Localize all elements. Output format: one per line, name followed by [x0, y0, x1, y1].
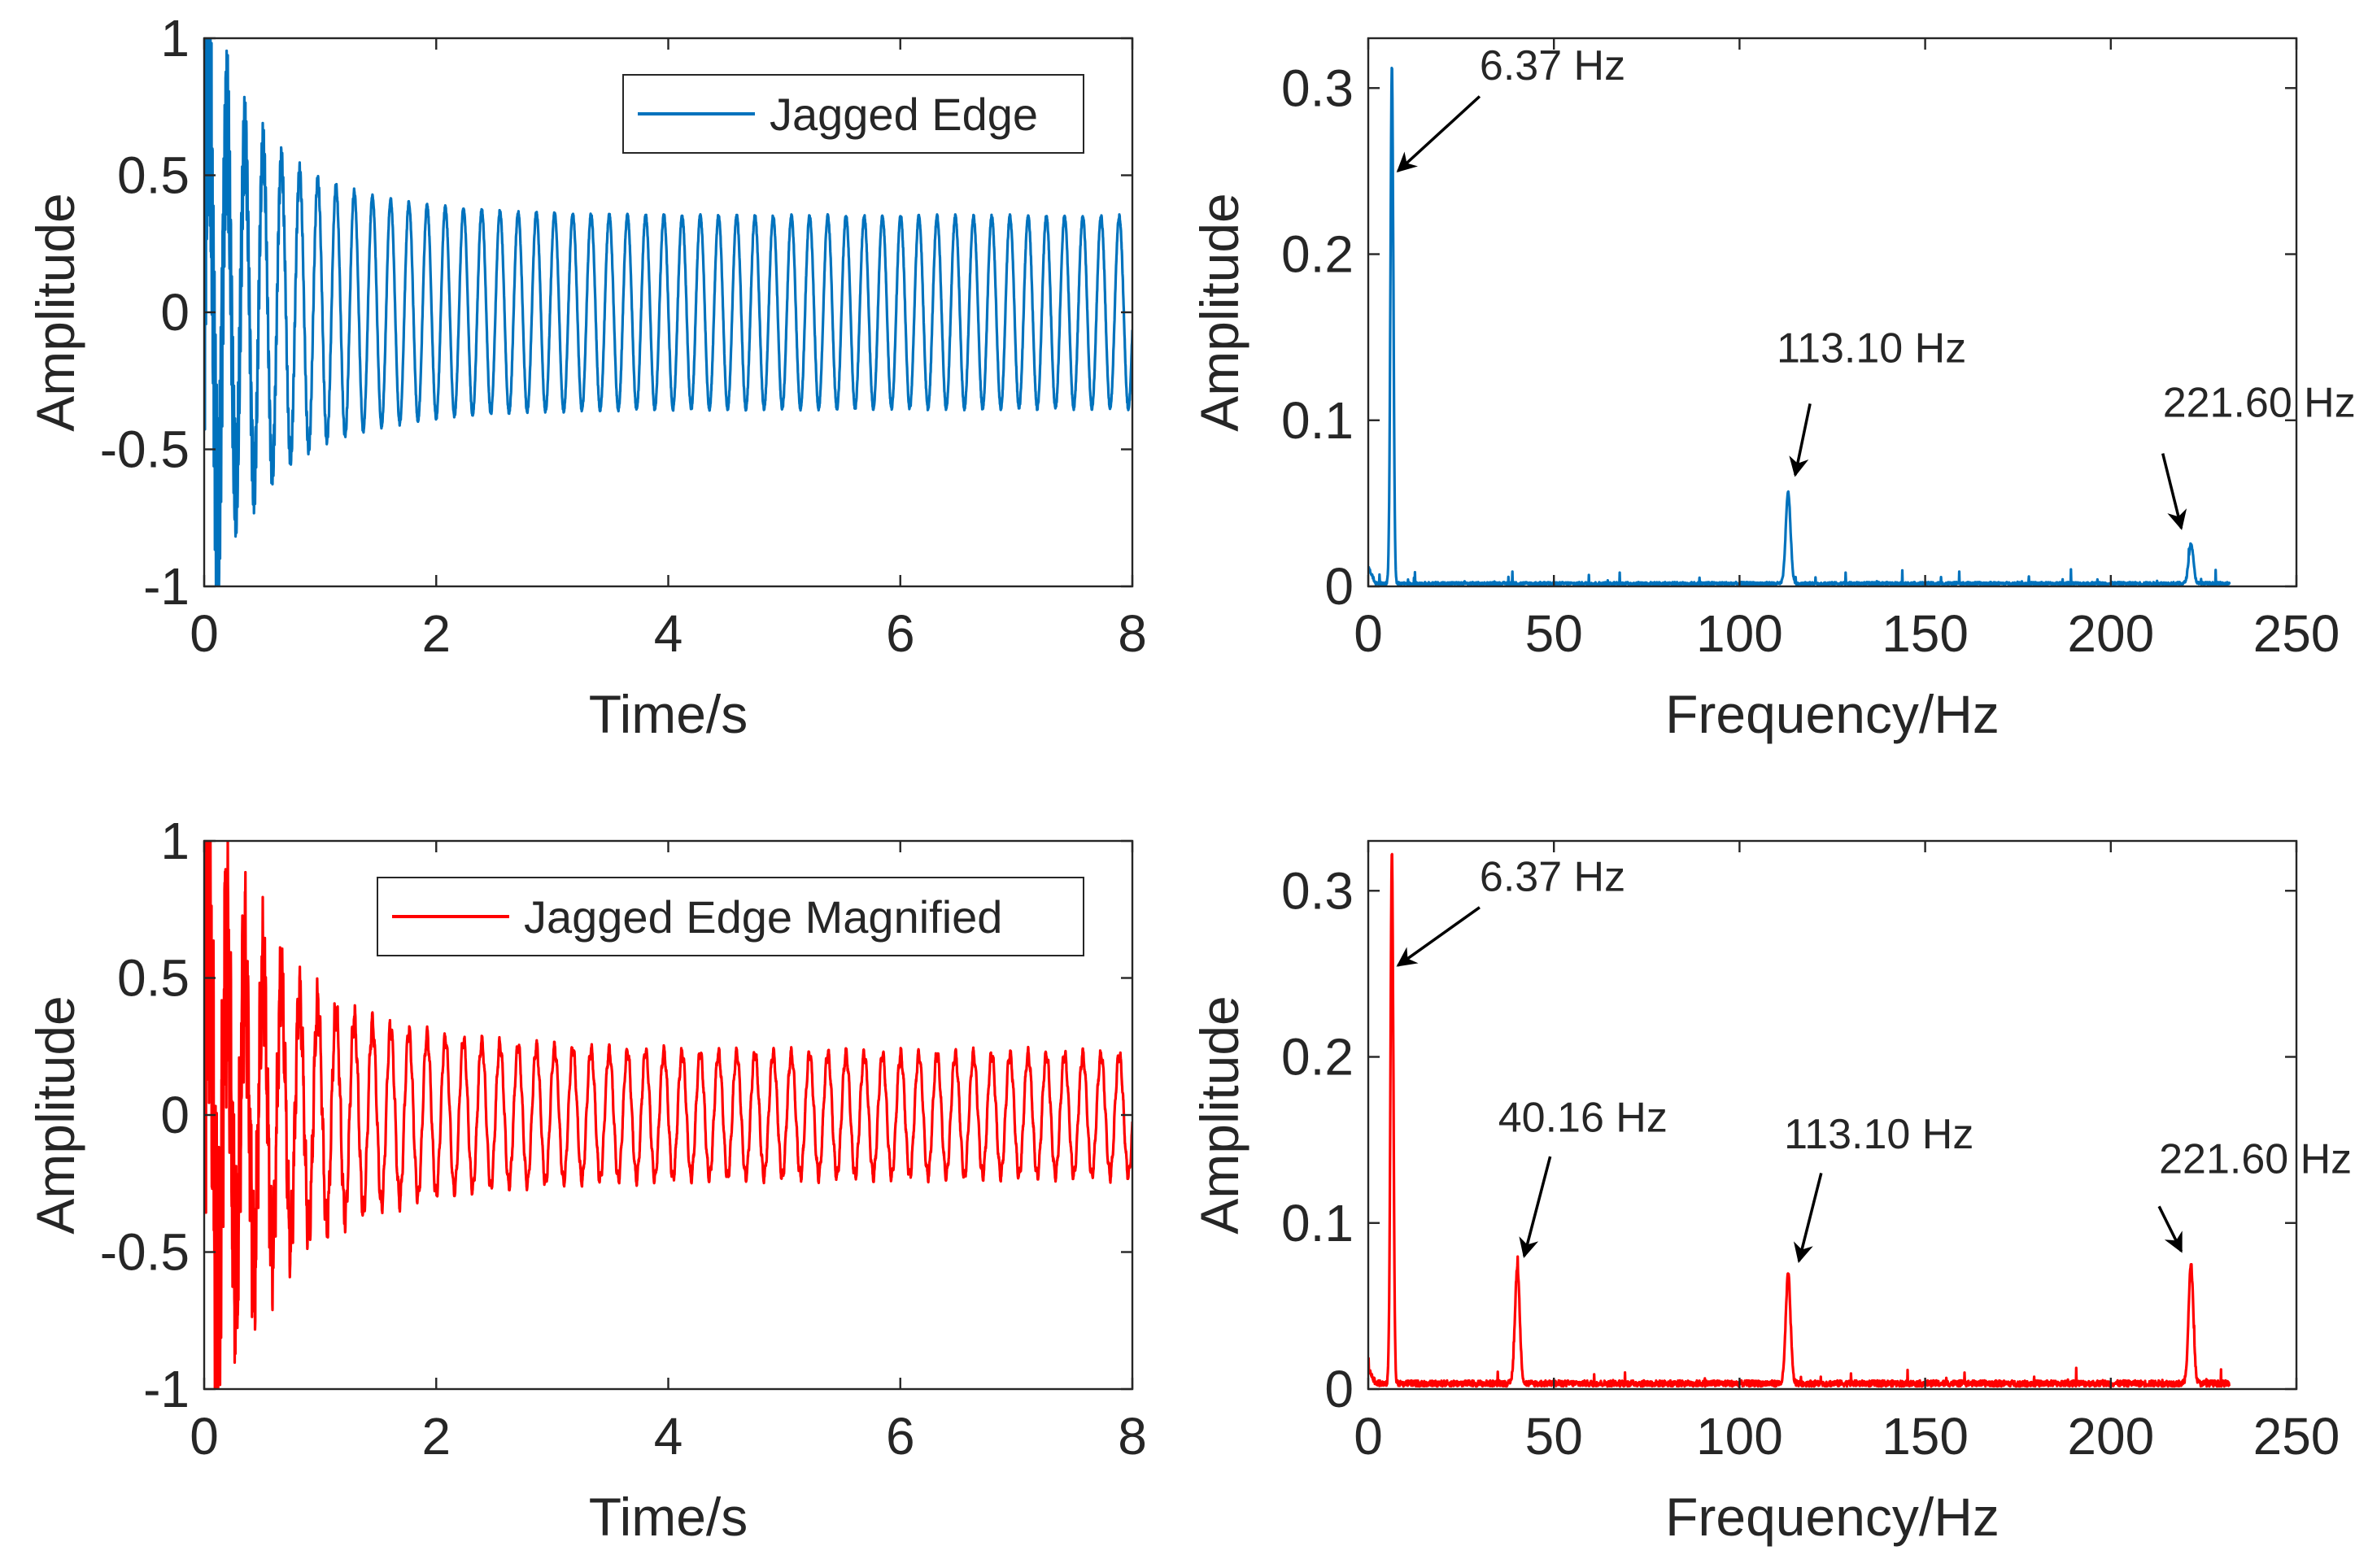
x-tick-label: 0: [1354, 604, 1383, 663]
y-axis-label: Amplitude: [25, 995, 85, 1235]
peak-arrow: [1793, 1173, 1823, 1264]
y-tick-label: 0.1: [1281, 391, 1354, 450]
x-axis-label: Time/s: [589, 1487, 748, 1547]
x-tick-label: 250: [2253, 1407, 2340, 1466]
y-tick-label: 0.5: [117, 949, 190, 1008]
x-tick-label: 50: [1525, 1407, 1583, 1466]
peak-annotation: 113.10 Hz: [1784, 1111, 1973, 1264]
x-tick-label: 0: [1354, 1407, 1383, 1466]
y-tick-label: -1: [143, 557, 190, 616]
peak-label: 113.10 Hz: [1777, 324, 1966, 372]
x-tick-label: 6: [886, 1407, 915, 1466]
x-tick-label: 200: [2067, 604, 2154, 663]
x-tick-label: 2: [421, 604, 451, 663]
x-tick-label: 4: [654, 1407, 683, 1466]
peak-label: 6.37 Hz: [1480, 42, 1625, 89]
peak-annotation: 6.37 Hz: [1396, 42, 1625, 173]
series-line-spectrum: [1368, 66, 2231, 586]
chart-time-bottom: 0 2 4 6 8 -1 -0.5 0 0.5 1 Time/s Amplitude Jagged Ed…: [25, 812, 1147, 1547]
peak-arrow: [2157, 1205, 2183, 1253]
legend: Jagged Edge: [622, 74, 1084, 154]
peak-label: 40.16 Hz: [1498, 1094, 1668, 1141]
y-tick-label: 0.5: [117, 146, 190, 205]
y-tick-label: -1: [143, 1360, 190, 1418]
y-tick-label: 0.3: [1281, 861, 1354, 920]
x-tick-label: 50: [1525, 604, 1583, 663]
peak-arrow: [1396, 906, 1481, 967]
chart-freq-bottom: 0 50 100 150 200 250 0 0.1 0.2 0.3 Frequency/Hz Amp…: [1189, 839, 2352, 1547]
peak-arrow: [1396, 95, 1481, 173]
axes-box: [1367, 37, 2298, 588]
peak-arrow: [1519, 1156, 1552, 1258]
peak-annotation: 113.10 Hz: [1777, 324, 1966, 477]
peak-label: 113.10 Hz: [1784, 1111, 1973, 1158]
x-tick-label: 2: [421, 1407, 451, 1466]
y-tick-label: 1: [160, 9, 190, 68]
series-line-spectrum: [1368, 852, 2231, 1388]
y-axis-label: Amplitude: [25, 193, 85, 432]
x-tick-label: 150: [1882, 1407, 1969, 1466]
x-tick-label: 150: [1882, 604, 1969, 663]
chart-freq-top: 0 50 100 150 200 250 0 0.1 0.2 0.3 Frequency/Hz Amp…: [1189, 37, 2355, 744]
y-tick-label: 0: [1324, 1360, 1354, 1418]
y-tick-label: 0.3: [1281, 59, 1354, 117]
y-tick-label: 0: [160, 283, 190, 342]
x-tick-label: 100: [1696, 604, 1783, 663]
chart-time-top: 0 2 4 6 8 -1 -0.5 0 0.5 1 Time/s Amplitude Jagged Ed…: [25, 9, 1147, 744]
x-axis-label: Frequency/Hz: [1665, 684, 2000, 744]
x-tick-label: 6: [886, 604, 915, 663]
peak-arrow: [1789, 403, 1812, 477]
axes-box: [1367, 839, 2298, 1391]
y-tick-label: 0.2: [1281, 1028, 1354, 1087]
series-line-jagged-edge: [204, 38, 1132, 586]
x-tick-label: 8: [1118, 604, 1147, 663]
peak-annotation: 221.60 Hz: [2157, 1135, 2352, 1253]
peak-annotation: 40.16 Hz: [1498, 1094, 1668, 1258]
x-tick-label: 0: [190, 1407, 219, 1466]
y-tick-label: 1: [160, 812, 190, 870]
x-tick-label: 100: [1696, 1407, 1783, 1466]
x-axis-label: Frequency/Hz: [1665, 1487, 2000, 1547]
y-tick-label: 0.2: [1281, 225, 1354, 284]
x-tick-label: 0: [190, 604, 219, 663]
x-tick-label: 200: [2067, 1407, 2154, 1466]
peak-arrow: [2161, 453, 2187, 530]
y-tick-label: -0.5: [100, 420, 190, 479]
y-tick-label: 0: [1324, 557, 1354, 616]
y-tick-label: -0.5: [100, 1223, 190, 1282]
x-tick-label: 250: [2253, 604, 2340, 663]
y-tick-label: 0: [160, 1086, 190, 1144]
legend-label: Jagged Edge Magnified: [524, 891, 1002, 943]
x-tick-label: 4: [654, 604, 683, 663]
legend: Jagged Edge Magnified: [377, 877, 1084, 956]
peak-annotation: 221.60 Hz: [2161, 380, 2355, 530]
peak-annotation: 6.37 Hz: [1396, 853, 1625, 967]
series-line-jagged-edge-magnified: [204, 841, 1132, 1389]
peak-label: 6.37 Hz: [1480, 853, 1625, 900]
x-axis-label: Time/s: [589, 684, 748, 744]
y-axis-label: Amplitude: [1189, 995, 1249, 1235]
peak-label: 221.60 Hz: [2159, 1135, 2352, 1183]
x-tick-label: 8: [1118, 1407, 1147, 1466]
legend-label: Jagged Edge: [770, 89, 1038, 140]
peak-label: 221.60 Hz: [2163, 380, 2355, 427]
y-tick-label: 0.1: [1281, 1194, 1354, 1252]
y-axis-label: Amplitude: [1189, 193, 1249, 432]
